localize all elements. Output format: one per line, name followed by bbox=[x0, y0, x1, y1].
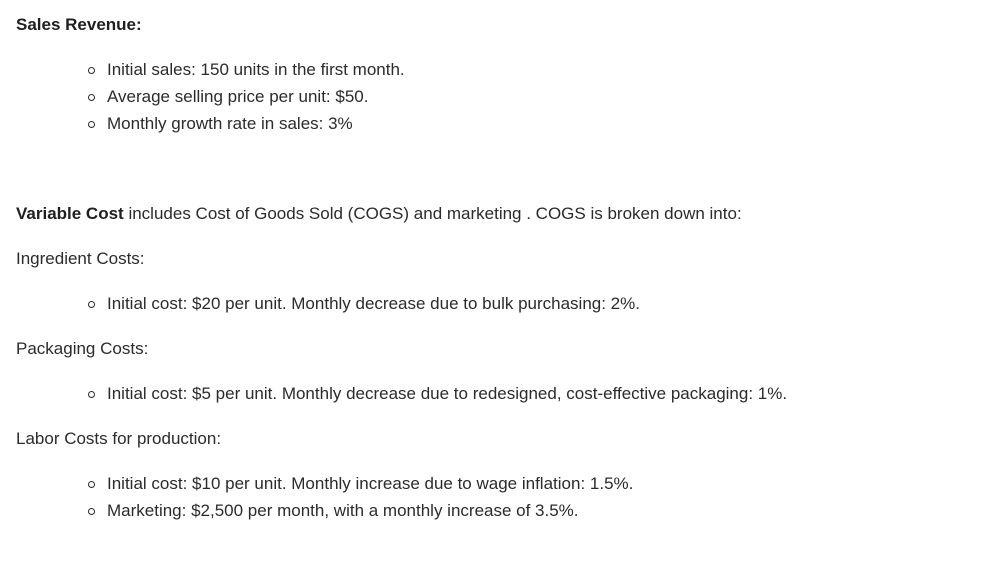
list-item: Initial cost: $10 per unit. Monthly incr… bbox=[0, 470, 633, 497]
list-item: Initial cost: $5 per unit. Monthly decre… bbox=[0, 380, 787, 407]
packaging-costs-heading: Packaging Costs: bbox=[16, 339, 149, 358]
ingredient-costs-list: Initial cost: $20 per unit. Monthly decr… bbox=[0, 290, 640, 317]
list-item: Initial sales: 150 units in the first mo… bbox=[0, 56, 405, 83]
variable-cost-term: Variable Cost bbox=[16, 204, 124, 223]
sales-revenue-list: Initial sales: 150 units in the first mo… bbox=[0, 56, 405, 137]
list-item: Initial cost: $20 per unit. Monthly decr… bbox=[0, 290, 640, 317]
ingredient-costs-heading: Ingredient Costs: bbox=[16, 249, 145, 268]
variable-cost-paragraph: Variable Cost includes Cost of Goods Sol… bbox=[16, 200, 742, 227]
variable-cost-description: includes Cost of Goods Sold (COGS) and m… bbox=[123, 204, 742, 223]
list-item: Marketing: $2,500 per month, with a mont… bbox=[0, 497, 633, 524]
sales-revenue-heading: Sales Revenue: bbox=[16, 15, 142, 34]
labor-costs-heading: Labor Costs for production: bbox=[16, 429, 222, 448]
list-item: Average selling price per unit: $50. bbox=[0, 83, 405, 110]
labor-costs-list: Initial cost: $10 per unit. Monthly incr… bbox=[0, 470, 633, 524]
list-item: Monthly growth rate in sales: 3% bbox=[0, 110, 405, 137]
packaging-costs-list: Initial cost: $5 per unit. Monthly decre… bbox=[0, 380, 787, 407]
